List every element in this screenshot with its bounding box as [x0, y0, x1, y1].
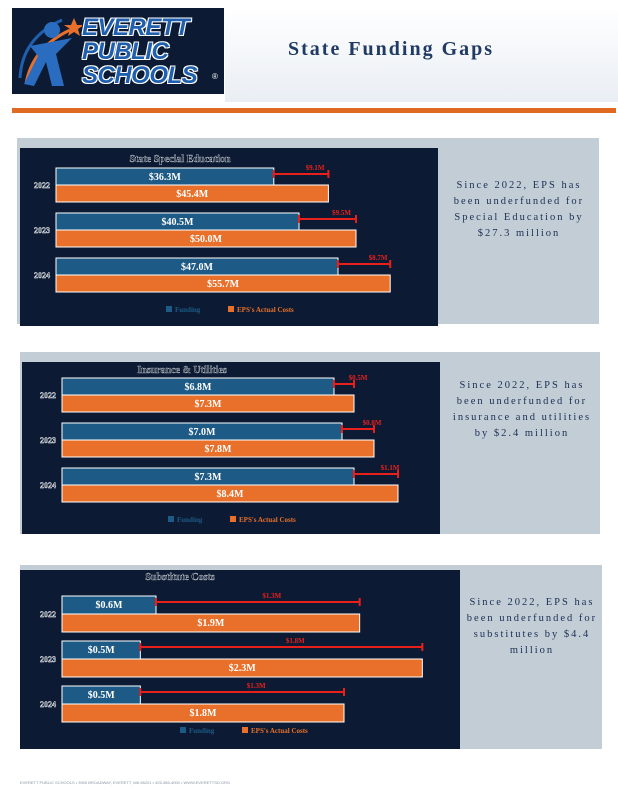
- logo-registered-mark: ®: [212, 72, 218, 81]
- costs-value-label: $8.4M: [217, 489, 245, 500]
- costs-value-label: $45.4M: [176, 189, 209, 200]
- legend-label-funding: Funding: [175, 306, 201, 314]
- gap-value-label: $1.3M: [262, 592, 281, 600]
- costs-bar: [61, 703, 345, 723]
- year-label: 2023: [40, 436, 56, 445]
- year-label: 2024: [34, 271, 50, 280]
- logo-text-line1: EVERETT: [82, 14, 190, 41]
- chart-special-education: State Special Education 2022 $36.3M $45.4M $…: [20, 148, 438, 326]
- panel-special-education: State Special Education 2022 $36.3M $45.4M $…: [17, 138, 599, 326]
- year-label: 2023: [40, 655, 56, 664]
- gap-value-label: $8.7M: [369, 254, 388, 262]
- costs-value-label: $2.3M: [229, 663, 257, 674]
- year-label: 2024: [40, 700, 56, 709]
- header-divider: [12, 108, 616, 113]
- panel-insurance-utilities: Insurance & Utilities 2022 $6.8M $7.3M $0.5M…: [20, 352, 600, 534]
- gap-value-label: $1.1M: [381, 464, 400, 472]
- funding-value-label: $47.0M: [181, 262, 214, 273]
- legend-swatch-funding: [180, 727, 186, 733]
- costs-bar: [61, 658, 423, 678]
- panel-substitute-costs: Substitute Costs 2022 $0.6M $1.9M $1.3M 2023 $…: [20, 565, 602, 749]
- chart-title: Insurance & Utilities: [137, 365, 227, 376]
- costs-value-label: $1.8M: [190, 708, 218, 719]
- legend-label-funding: Funding: [189, 727, 215, 735]
- chart-svg-special-education: State Special Education 2022 $36.3M $45.4M $…: [34, 154, 392, 314]
- legend-swatch-funding: [168, 516, 174, 522]
- costs-bar: [61, 439, 375, 458]
- gap-value-label: $0.8M: [363, 419, 382, 427]
- note-special-education: Since 2022, EPS has been underfunded for…: [453, 180, 585, 239]
- costs-bar: [61, 484, 399, 503]
- costs-value-label: $55.7M: [207, 279, 240, 290]
- costs-value-label: $7.8M: [205, 444, 233, 455]
- costs-bar: [61, 613, 361, 633]
- legend-swatch-funding: [166, 306, 172, 312]
- legend-label-costs: EPS's Actual Costs: [239, 516, 296, 524]
- logo-text-line2: PUBLIC: [82, 38, 169, 65]
- costs-value-label: $50.0M: [190, 234, 223, 245]
- year-label: 2022: [40, 391, 56, 400]
- page-title: State Funding Gaps: [288, 38, 495, 60]
- header-shade: [225, 8, 618, 102]
- costs-bar: [55, 274, 391, 293]
- gap-value-label: $0.5M: [349, 374, 368, 382]
- legend-swatch-costs: [242, 727, 248, 733]
- funding-value-label: $6.8M: [185, 382, 213, 393]
- costs-bar: [55, 184, 329, 203]
- note-insurance-utilities: Since 2022, EPS has been underfunded for…: [452, 380, 592, 439]
- gap-value-label: $9.1M: [306, 164, 325, 172]
- gap-value-label: $9.5M: [332, 209, 351, 217]
- funding-value-label: $36.3M: [149, 172, 182, 183]
- chart-substitute-costs: Substitute Costs 2022 $0.6M $1.9M $1.3M 2023 $…: [20, 570, 460, 749]
- costs-value-label: $7.3M: [195, 399, 223, 410]
- legend-swatch-costs: [228, 306, 234, 312]
- gap-value-label: $1.8M: [286, 637, 305, 645]
- year-label: 2024: [40, 481, 56, 490]
- funding-value-label: $0.5M: [88, 645, 116, 656]
- costs-bar: [55, 229, 357, 248]
- note-substitute-costs: Since 2022, EPS has been underfunded for…: [466, 597, 598, 656]
- year-label: 2022: [34, 181, 50, 190]
- chart-title: State Special Education: [129, 154, 231, 165]
- funding-value-label: $7.0M: [189, 427, 217, 438]
- legend-label-funding: Funding: [177, 516, 203, 524]
- chart-svg-substitute-costs: Substitute Costs 2022 $0.6M $1.9M $1.3M 2023 $…: [40, 572, 424, 735]
- year-label: 2023: [34, 226, 50, 235]
- logo-figure-icon: [18, 18, 82, 86]
- legend-label-costs: EPS's Actual Costs: [251, 727, 308, 735]
- district-logo: EVERETT PUBLIC SCHOOLS ®: [12, 8, 224, 94]
- footer-contact: EVERETT PUBLIC SCHOOLS • 3900 BROADWAY, …: [20, 780, 230, 785]
- page-header: EVERETT PUBLIC SCHOOLS ® State Funding G…: [0, 0, 618, 112]
- chart-insurance-utilities: Insurance & Utilities 2022 $6.8M $7.3M $0.5M…: [22, 362, 440, 534]
- costs-value-label: $1.9M: [197, 618, 225, 629]
- chart-title: Substitute Costs: [145, 572, 214, 583]
- year-label: 2022: [40, 610, 56, 619]
- chart-svg-insurance-utilities: Insurance & Utilities 2022 $6.8M $7.3M $0.5M…: [40, 365, 400, 524]
- gap-value-label: $1.3M: [247, 682, 266, 690]
- costs-bar: [61, 394, 355, 413]
- funding-value-label: $0.6M: [96, 600, 124, 611]
- funding-value-label: $7.3M: [195, 472, 223, 483]
- legend-swatch-costs: [230, 516, 236, 522]
- legend-label-costs: EPS's Actual Costs: [237, 306, 294, 314]
- funding-value-label: $0.5M: [88, 690, 116, 701]
- logo-text-line3: SCHOOLS: [82, 62, 198, 89]
- funding-value-label: $40.5M: [162, 217, 195, 228]
